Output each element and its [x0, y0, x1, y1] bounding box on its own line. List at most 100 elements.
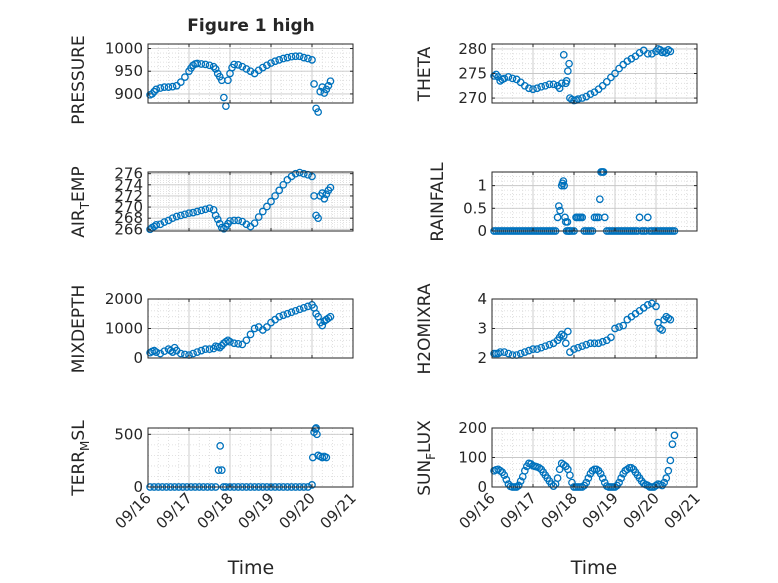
- data-point: [308, 481, 316, 489]
- x-tick-label: 09/21: [661, 489, 704, 532]
- data-point: [660, 478, 669, 487]
- y-axis-label: THETA: [415, 46, 435, 102]
- data-point: [648, 49, 656, 58]
- data-point: [222, 102, 230, 111]
- data-point: [502, 475, 511, 484]
- data-point: [563, 67, 572, 75]
- panel-rainfall: 0 0.5 1 RAINFALL: [428, 162, 698, 242]
- panel-h2omixra: 2 3 4 H2OMIXRA: [415, 283, 698, 375]
- data-point: [205, 204, 214, 213]
- data-point: [568, 478, 576, 487]
- data-point: [267, 197, 275, 206]
- axes-frame: [147, 171, 354, 232]
- panel-theta: 270 275 280 THETA: [415, 40, 698, 107]
- data-point: [222, 337, 230, 346]
- data-point: [595, 195, 604, 204]
- data-point: [287, 52, 296, 61]
- y-tick-label: 274: [114, 176, 143, 194]
- data-point: [238, 340, 247, 349]
- data-point: [516, 349, 525, 358]
- y-tick-label: 0.5: [463, 199, 487, 217]
- data-point: [574, 343, 582, 352]
- data-point: [563, 218, 572, 226]
- data-point: [201, 60, 210, 69]
- data-point: [607, 73, 615, 82]
- data-point: [617, 474, 626, 482]
- data-point: [193, 348, 202, 356]
- data-point: [582, 340, 591, 349]
- data-point: [275, 186, 284, 195]
- data-point: [563, 327, 572, 336]
- data-point: [529, 85, 537, 94]
- data-point: [582, 478, 591, 487]
- y-tick-label: 100: [458, 449, 487, 467]
- data-point: [304, 54, 312, 63]
- data-point: [556, 206, 564, 215]
- data-point: [664, 314, 673, 323]
- data-point: [500, 74, 509, 83]
- data-point: [559, 332, 568, 340]
- data-point: [275, 312, 284, 321]
- data-point: [314, 108, 322, 116]
- data-point: [326, 183, 335, 192]
- data-point: [215, 219, 224, 228]
- data-point: [314, 214, 322, 223]
- data-point: [520, 466, 529, 475]
- data-point: [560, 181, 569, 190]
- data-point: [561, 339, 570, 348]
- y-tick-label: 200: [458, 419, 487, 437]
- data-point: [215, 343, 224, 352]
- figure-title: Figure 1 high: [187, 16, 315, 36]
- y-tick-label: 272: [114, 187, 143, 205]
- data-point: [326, 312, 335, 321]
- y-tick-label: 4: [477, 290, 487, 308]
- data-point: [607, 333, 615, 342]
- y-axis-label: PRESSURE: [69, 35, 89, 124]
- x-tick-label: 09/21: [317, 489, 360, 532]
- data-point: [615, 478, 623, 487]
- data-point: [322, 190, 331, 199]
- y-tick-label: 270: [114, 198, 143, 216]
- data-point: [172, 212, 181, 221]
- y-tick-label: 900: [114, 85, 143, 103]
- y-tick-label: 3: [477, 320, 487, 338]
- data-point: [299, 169, 308, 178]
- y-tick-label: 2000: [105, 290, 143, 308]
- y-tick-label: 270: [458, 89, 487, 107]
- data-point: [156, 220, 165, 229]
- data-point: [299, 303, 308, 312]
- data-point: [271, 192, 279, 200]
- data-point: [598, 337, 607, 346]
- x-tick-label: 09/18: [194, 489, 237, 532]
- y-tick-label: 276: [114, 165, 143, 183]
- data-point: [555, 84, 564, 93]
- y-tick-label: 0: [133, 349, 143, 367]
- x-tick-label: 09/20: [620, 489, 663, 532]
- data-point: [598, 474, 607, 482]
- data-point: [664, 46, 673, 54]
- panel-mixdepth: 0 1000 2000 MIXDEPTH: [69, 285, 354, 373]
- data-point: [164, 216, 173, 225]
- data-point: [490, 72, 498, 80]
- data-point: [643, 213, 652, 222]
- data-point: [150, 87, 158, 96]
- data-point: [201, 205, 210, 214]
- data-point: [525, 84, 533, 93]
- data-point: [226, 217, 234, 225]
- data-point: [287, 308, 296, 317]
- data-point: [545, 80, 554, 89]
- data-point: [299, 53, 308, 62]
- data-point: [559, 177, 568, 185]
- y-tick-label: 266: [114, 220, 143, 238]
- data-point: [275, 56, 284, 64]
- data-point: [559, 461, 568, 469]
- y-tick-label: 0: [133, 478, 143, 496]
- data-point: [152, 221, 161, 229]
- data-point: [553, 213, 562, 222]
- data-point: [529, 345, 537, 353]
- data-point: [615, 323, 623, 331]
- panel-sun-flux: 0100200SUNFLUX09/1609/1709/1809/1909/200…: [415, 419, 704, 532]
- data-point: [271, 57, 279, 66]
- y-axis-label: H2OMIXRA: [415, 283, 435, 374]
- data-point: [586, 339, 595, 348]
